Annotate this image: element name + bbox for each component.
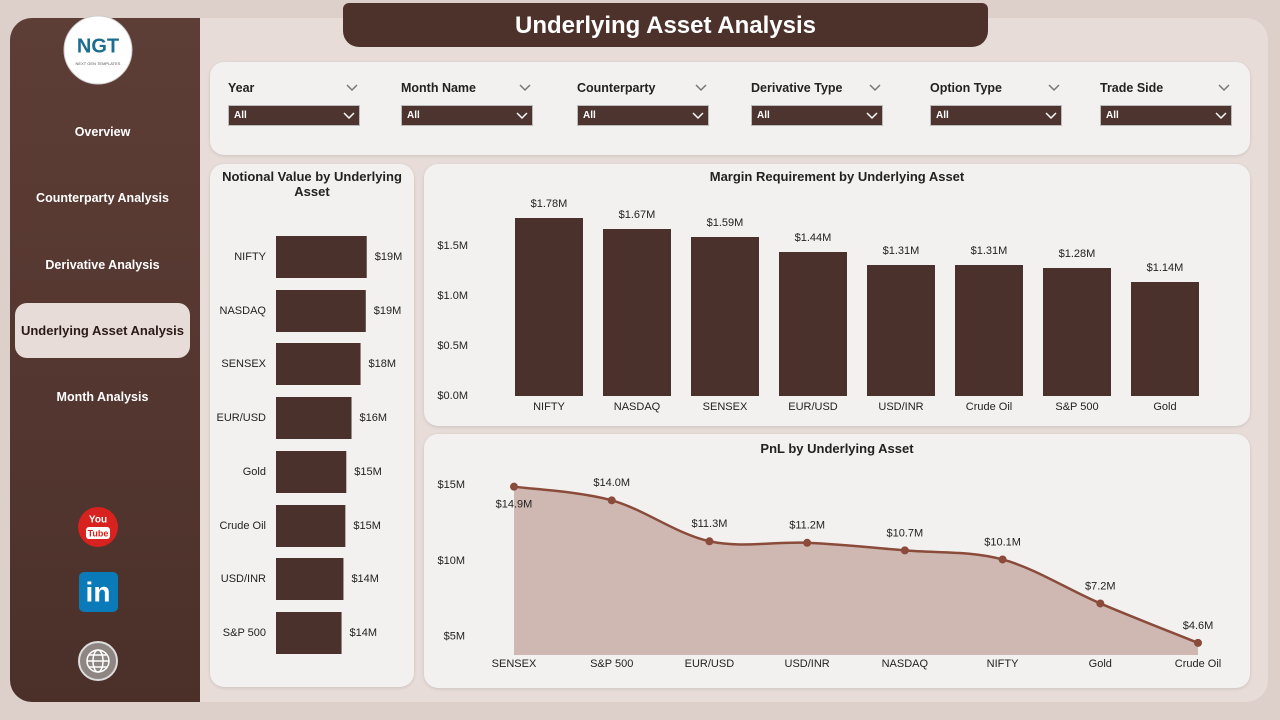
nav-item[interactable]: Derivative Analysis bbox=[45, 258, 160, 272]
filter-dropdown[interactable]: All bbox=[401, 105, 533, 126]
filter-card bbox=[210, 62, 1250, 155]
nav-item[interactable]: Month Analysis bbox=[56, 390, 149, 404]
filter-label: Month Name bbox=[401, 81, 476, 95]
nav-item[interactable]: Counterparty Analysis bbox=[36, 191, 169, 205]
filter-label: Counterparty bbox=[577, 81, 656, 95]
filter-dropdown[interactable]: All bbox=[930, 105, 1062, 126]
chart-title: Notional Value by Underlying Asset bbox=[222, 169, 402, 199]
chart-title: PnL by Underlying Asset bbox=[760, 441, 914, 456]
filter-dropdown[interactable]: All bbox=[1100, 105, 1232, 126]
page-title: Underlying Asset Analysis bbox=[343, 3, 988, 47]
filter-dropdown[interactable]: All bbox=[751, 105, 883, 126]
filter-dropdown[interactable]: All bbox=[577, 105, 709, 126]
filter-label: Year bbox=[228, 81, 255, 95]
filter-label: Derivative Type bbox=[751, 81, 843, 95]
filter-label: Trade Side bbox=[1100, 81, 1164, 95]
chart-title: Margin Requirement by Underlying Asset bbox=[709, 169, 965, 184]
filter-dropdown[interactable]: All bbox=[228, 105, 360, 126]
filter-label: Option Type bbox=[930, 81, 1002, 95]
chart-card bbox=[424, 164, 1250, 426]
nav-item[interactable]: Underlying Asset Analysis bbox=[15, 303, 190, 358]
nav-item[interactable]: Overview bbox=[74, 125, 131, 139]
chart-card bbox=[210, 164, 414, 687]
chart-card bbox=[424, 434, 1250, 688]
